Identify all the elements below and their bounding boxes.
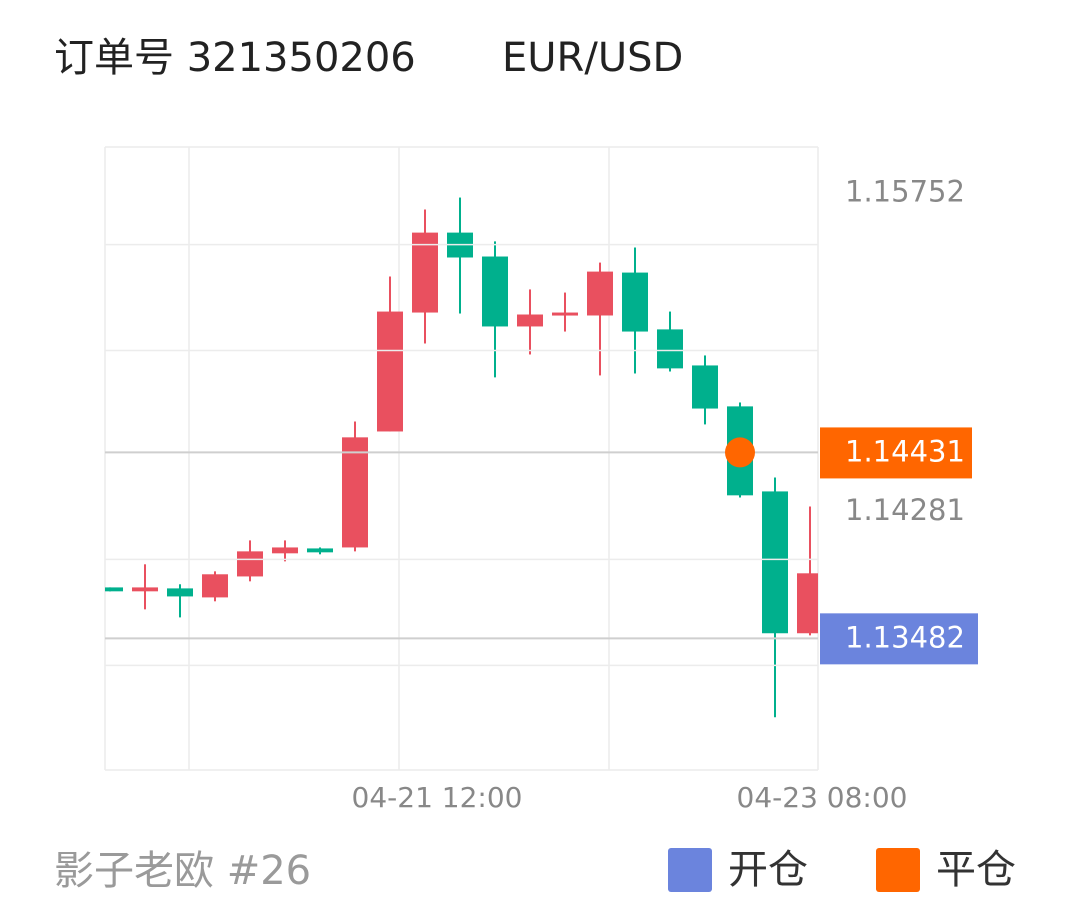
candle-body	[587, 271, 613, 316]
y-tick-label: 1.14281	[845, 493, 965, 527]
price-tag-label: 1.13482	[845, 620, 965, 654]
candle-body	[202, 574, 228, 598]
x-tick-label: 04-21 12:00	[352, 781, 523, 814]
price-tag-label: 1.14431	[845, 434, 965, 468]
symbol: EUR/USD	[502, 35, 683, 81]
candle-body	[377, 311, 403, 432]
candle-body	[692, 365, 718, 409]
order-number: 订单号 321350206	[54, 35, 416, 81]
candle-body	[482, 256, 508, 327]
author: 影子老欧 #26	[54, 848, 311, 894]
candle-body	[412, 232, 438, 313]
x-tick-label: 04-23 08:00	[737, 781, 908, 814]
candle-body	[517, 314, 543, 327]
candle-body	[342, 437, 368, 548]
candle-body	[762, 491, 788, 634]
price-tag	[820, 427, 972, 479]
plot-frame	[104, 146, 819, 771]
legend-label: 平仓	[936, 847, 1016, 893]
candle-body	[272, 547, 298, 554]
candle-body	[105, 587, 123, 592]
y-tick-label: 1.15752	[845, 175, 965, 209]
close-point	[725, 437, 755, 468]
candle-body	[552, 312, 578, 316]
legend-swatch	[668, 848, 712, 892]
candle-body	[237, 551, 263, 577]
price-tag	[820, 613, 978, 665]
legend-label: 开仓	[728, 847, 808, 893]
candle-body	[167, 588, 193, 597]
candle-body	[307, 548, 333, 553]
candle-body	[622, 272, 648, 332]
candle-body	[132, 587, 158, 592]
candle-body	[797, 573, 818, 634]
candle-body	[657, 329, 683, 369]
legend-swatch	[876, 848, 920, 892]
